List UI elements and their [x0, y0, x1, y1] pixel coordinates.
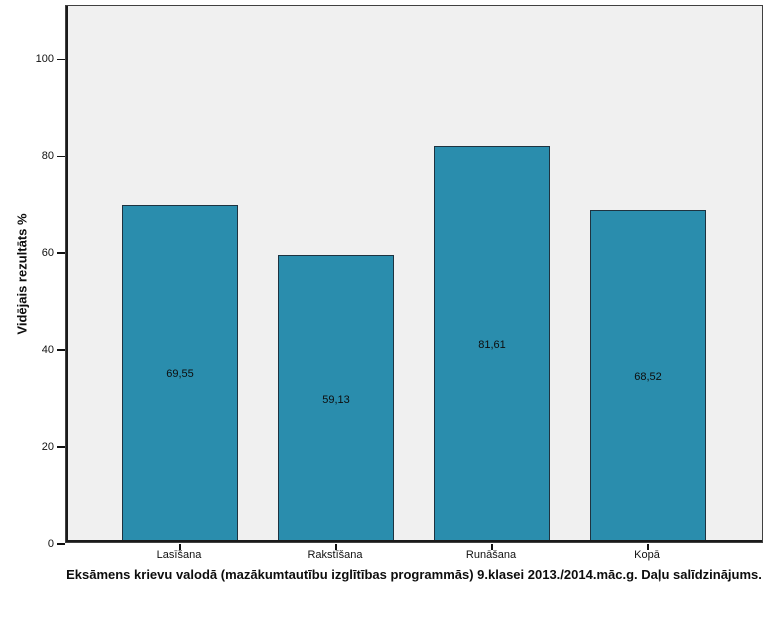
y-tick-mark — [57, 155, 65, 157]
y-tick-mark — [57, 349, 65, 351]
x-category-label-3: Runāšana — [465, 549, 517, 561]
y-tick-label: 20 — [41, 441, 54, 454]
x-category-label-1: Lasīšana — [156, 549, 202, 561]
y-tick-mark — [57, 446, 65, 448]
bar-2 — [278, 255, 394, 542]
x-tick-mark — [647, 543, 649, 550]
x-tick-mark — [491, 543, 493, 550]
bar-value-label: 68,52 — [634, 370, 662, 383]
bar-1 — [122, 204, 238, 542]
x-category-label-2: Rakstīšana — [307, 549, 363, 561]
y-tick-label: 80 — [41, 150, 54, 163]
bar-value-label: 81,61 — [478, 339, 506, 352]
y-tick-mark — [57, 543, 65, 545]
x-tick-mark — [179, 543, 181, 550]
y-tick-mark — [57, 252, 65, 254]
y-tick-mark — [57, 58, 65, 61]
bar-3 — [434, 146, 550, 542]
y-tick-label: 60 — [41, 247, 54, 260]
plot-area: 69,55 59,13 81,61 68,52 0 20 40 60 80 100 — [36, 5, 763, 550]
y-axis-title: Vidējais rezultāts % — [14, 213, 30, 335]
x-axis-line — [66, 539, 762, 542]
chart-title: Eksāmens krievu valodā (mazākumtautību i… — [66, 567, 762, 582]
x-category-label-4: Kopā — [634, 549, 660, 561]
y-tick-label: 100 — [35, 53, 54, 66]
y-axis-line — [66, 6, 68, 542]
y-tick-label: 40 — [41, 344, 54, 357]
bar-value-label: 69,55 — [166, 368, 194, 381]
bar-value-label: 59,13 — [322, 393, 350, 406]
x-tick-mark — [335, 543, 337, 550]
y-tick-label: 0 — [47, 538, 54, 550]
